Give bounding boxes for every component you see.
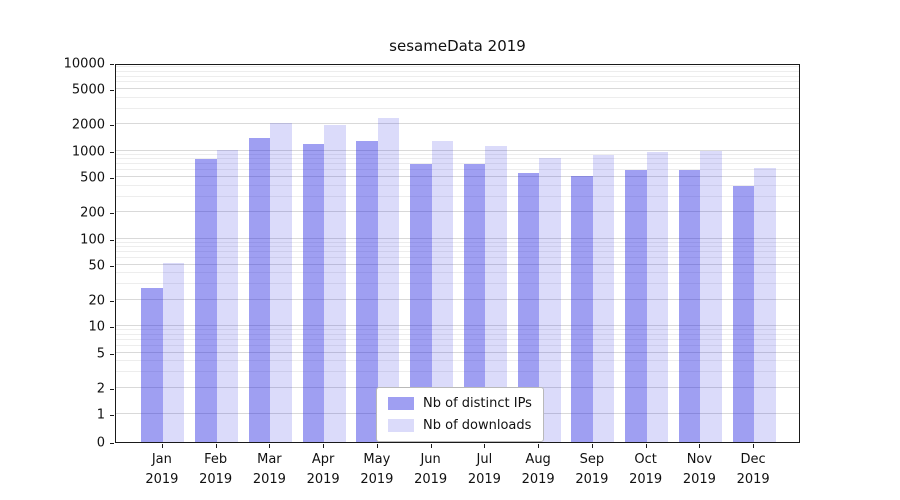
bar-nb-of-downloads-sep — [592, 154, 615, 442]
minor-gridline — [116, 66, 799, 68]
y-tick-mark — [110, 151, 114, 153]
bar-nb-of-distinct-ips-jul — [463, 164, 486, 442]
bar-nb-of-distinct-ips-apr — [302, 143, 325, 442]
y-tick-mark — [110, 213, 114, 215]
y-tick-label: 2000 — [71, 117, 105, 133]
y-tick-mark — [110, 443, 114, 444]
y-tick-label: 10000 — [63, 56, 105, 72]
x-tick-label: Aug 2019 — [521, 452, 555, 487]
y-tick-label: 0 — [96, 435, 105, 451]
bar-nb-of-downloads-jan — [162, 263, 185, 442]
minor-gridline — [116, 96, 799, 98]
x-tick-mark — [323, 444, 325, 448]
y-tick-mark — [110, 388, 114, 390]
y-tick-label: 500 — [80, 170, 105, 186]
x-tick-label: May 2019 — [360, 452, 394, 487]
minor-gridline — [116, 81, 799, 83]
legend-label-downloads: Nb of downloads — [423, 418, 532, 433]
x-tick-label: Nov 2019 — [682, 452, 716, 487]
bar-nb-of-downloads-nov — [700, 150, 722, 442]
x-tick-mark — [269, 444, 271, 448]
x-tick-mark — [376, 444, 378, 448]
minor-gridline — [116, 70, 799, 72]
major-gridline — [116, 123, 799, 125]
y-tick-mark — [110, 353, 114, 355]
bar-nb-of-downloads-feb — [216, 149, 239, 442]
y-tick-label: 2 — [96, 381, 105, 397]
legend-item-distinct-ips: Nb of distinct IPs — [388, 396, 532, 411]
legend-item-downloads: Nb of downloads — [388, 418, 532, 433]
legend-swatch-distinct-ips — [388, 397, 414, 410]
bar-nb-of-distinct-ips-may — [356, 140, 378, 442]
x-tick-label: Apr 2019 — [306, 452, 340, 487]
y-tick-mark — [110, 64, 114, 65]
x-tick-mark — [538, 444, 540, 448]
y-tick-mark — [110, 327, 114, 329]
bar-nb-of-distinct-ips-oct — [625, 170, 647, 442]
x-tick-mark — [753, 444, 755, 448]
x-tick-label: Sep 2019 — [575, 452, 609, 487]
bar-nb-of-distinct-ips-nov — [678, 169, 701, 442]
major-gridline — [116, 88, 799, 90]
x-tick-label: Dec 2019 — [736, 452, 770, 487]
bar-nb-of-distinct-ips-jan — [141, 288, 163, 442]
x-tick-label: Jul 2019 — [467, 452, 501, 487]
y-tick-label: 50 — [88, 258, 105, 274]
y-tick-label: 1 — [96, 407, 105, 423]
y-tick-label: 20 — [88, 293, 105, 309]
y-tick-mark — [110, 415, 114, 416]
bar-nb-of-downloads-dec — [754, 167, 776, 442]
y-tick-mark — [110, 265, 114, 267]
y-tick-label: 200 — [80, 205, 105, 221]
minor-gridline — [116, 107, 799, 109]
y-tick-label: 100 — [80, 232, 105, 247]
y-tick-label: 1000 — [71, 144, 105, 160]
x-tick-label: Feb 2019 — [199, 452, 233, 487]
y-tick-label: 10 — [88, 319, 105, 335]
bar-nb-of-downloads-jul — [485, 146, 507, 442]
x-tick-mark — [591, 444, 593, 448]
bar-nb-of-downloads-may — [377, 118, 400, 442]
x-tick-mark — [645, 444, 647, 448]
x-tick-mark — [430, 444, 432, 448]
y-tick-label: 5 — [96, 346, 105, 362]
x-tick-label: Jun 2019 — [414, 452, 448, 487]
bar-nb-of-distinct-ips-jun — [410, 164, 432, 442]
y-tick-mark — [110, 300, 114, 302]
y-tick-mark — [110, 90, 114, 92]
x-tick-label: Oct 2019 — [629, 452, 663, 487]
bar-nb-of-distinct-ips-aug — [517, 172, 540, 442]
y-tick-label: 5000 — [71, 82, 105, 98]
x-tick-mark — [484, 444, 486, 448]
bar-nb-of-downloads-jun — [431, 140, 454, 442]
bar-nb-of-distinct-ips-feb — [195, 159, 217, 442]
legend-swatch-downloads — [388, 419, 414, 432]
x-tick-mark — [161, 444, 163, 448]
x-tick-mark — [699, 444, 701, 448]
y-tick-mark — [110, 125, 114, 127]
y-tick-mark — [110, 178, 114, 180]
chart-title: sesameData 2019 — [389, 37, 526, 55]
bar-nb-of-distinct-ips-sep — [571, 175, 593, 442]
x-tick-label: Jan 2019 — [145, 452, 179, 487]
bar-nb-of-downloads-oct — [646, 151, 669, 442]
minor-gridline — [116, 75, 799, 77]
bar-nb-of-distinct-ips-dec — [732, 185, 755, 442]
bar-nb-of-downloads-aug — [539, 157, 561, 442]
legend-label-distinct-ips: Nb of distinct IPs — [423, 396, 532, 411]
y-tick-mark — [110, 239, 114, 241]
legend: Nb of distinct IPs Nb of downloads — [376, 387, 544, 442]
x-tick-label: Mar 2019 — [252, 452, 286, 487]
bar-nb-of-downloads-apr — [324, 125, 346, 442]
x-tick-mark — [215, 444, 217, 448]
bar-nb-of-distinct-ips-mar — [248, 137, 271, 442]
bar-nb-of-downloads-mar — [270, 123, 292, 442]
